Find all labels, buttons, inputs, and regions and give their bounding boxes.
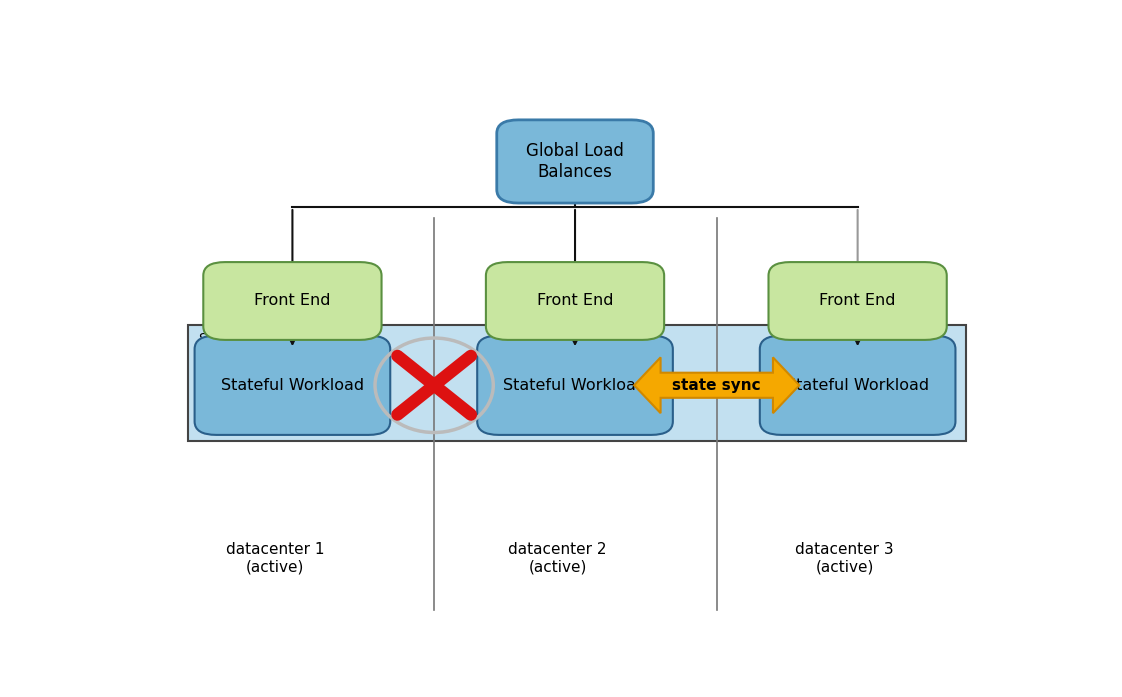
FancyBboxPatch shape (203, 262, 381, 340)
Text: Front End: Front End (819, 293, 895, 309)
Text: Front End: Front End (255, 293, 331, 309)
FancyBboxPatch shape (486, 262, 664, 340)
Text: Front End: Front End (536, 293, 614, 309)
Polygon shape (634, 358, 799, 413)
FancyBboxPatch shape (769, 262, 947, 340)
FancyBboxPatch shape (477, 336, 673, 435)
Text: Stateful Workload: Stateful Workload (504, 378, 646, 393)
FancyBboxPatch shape (760, 336, 956, 435)
Text: state sync: state sync (672, 378, 761, 393)
FancyBboxPatch shape (497, 120, 653, 203)
Text: datacenter 1
(active): datacenter 1 (active) (226, 542, 324, 575)
Text: datacenter 2
(active): datacenter 2 (active) (508, 542, 607, 575)
FancyBboxPatch shape (194, 336, 390, 435)
Text: Stateful Workload: Stateful Workload (221, 378, 364, 393)
Text: Global Load
Balances: Global Load Balances (526, 142, 624, 181)
Text: datacenter 3
(active): datacenter 3 (active) (795, 542, 894, 575)
Text: Stateful Workload: Stateful Workload (787, 378, 929, 393)
FancyBboxPatch shape (188, 325, 966, 441)
Text: Stateful Workload Cluster: Stateful Workload Cluster (199, 332, 376, 346)
